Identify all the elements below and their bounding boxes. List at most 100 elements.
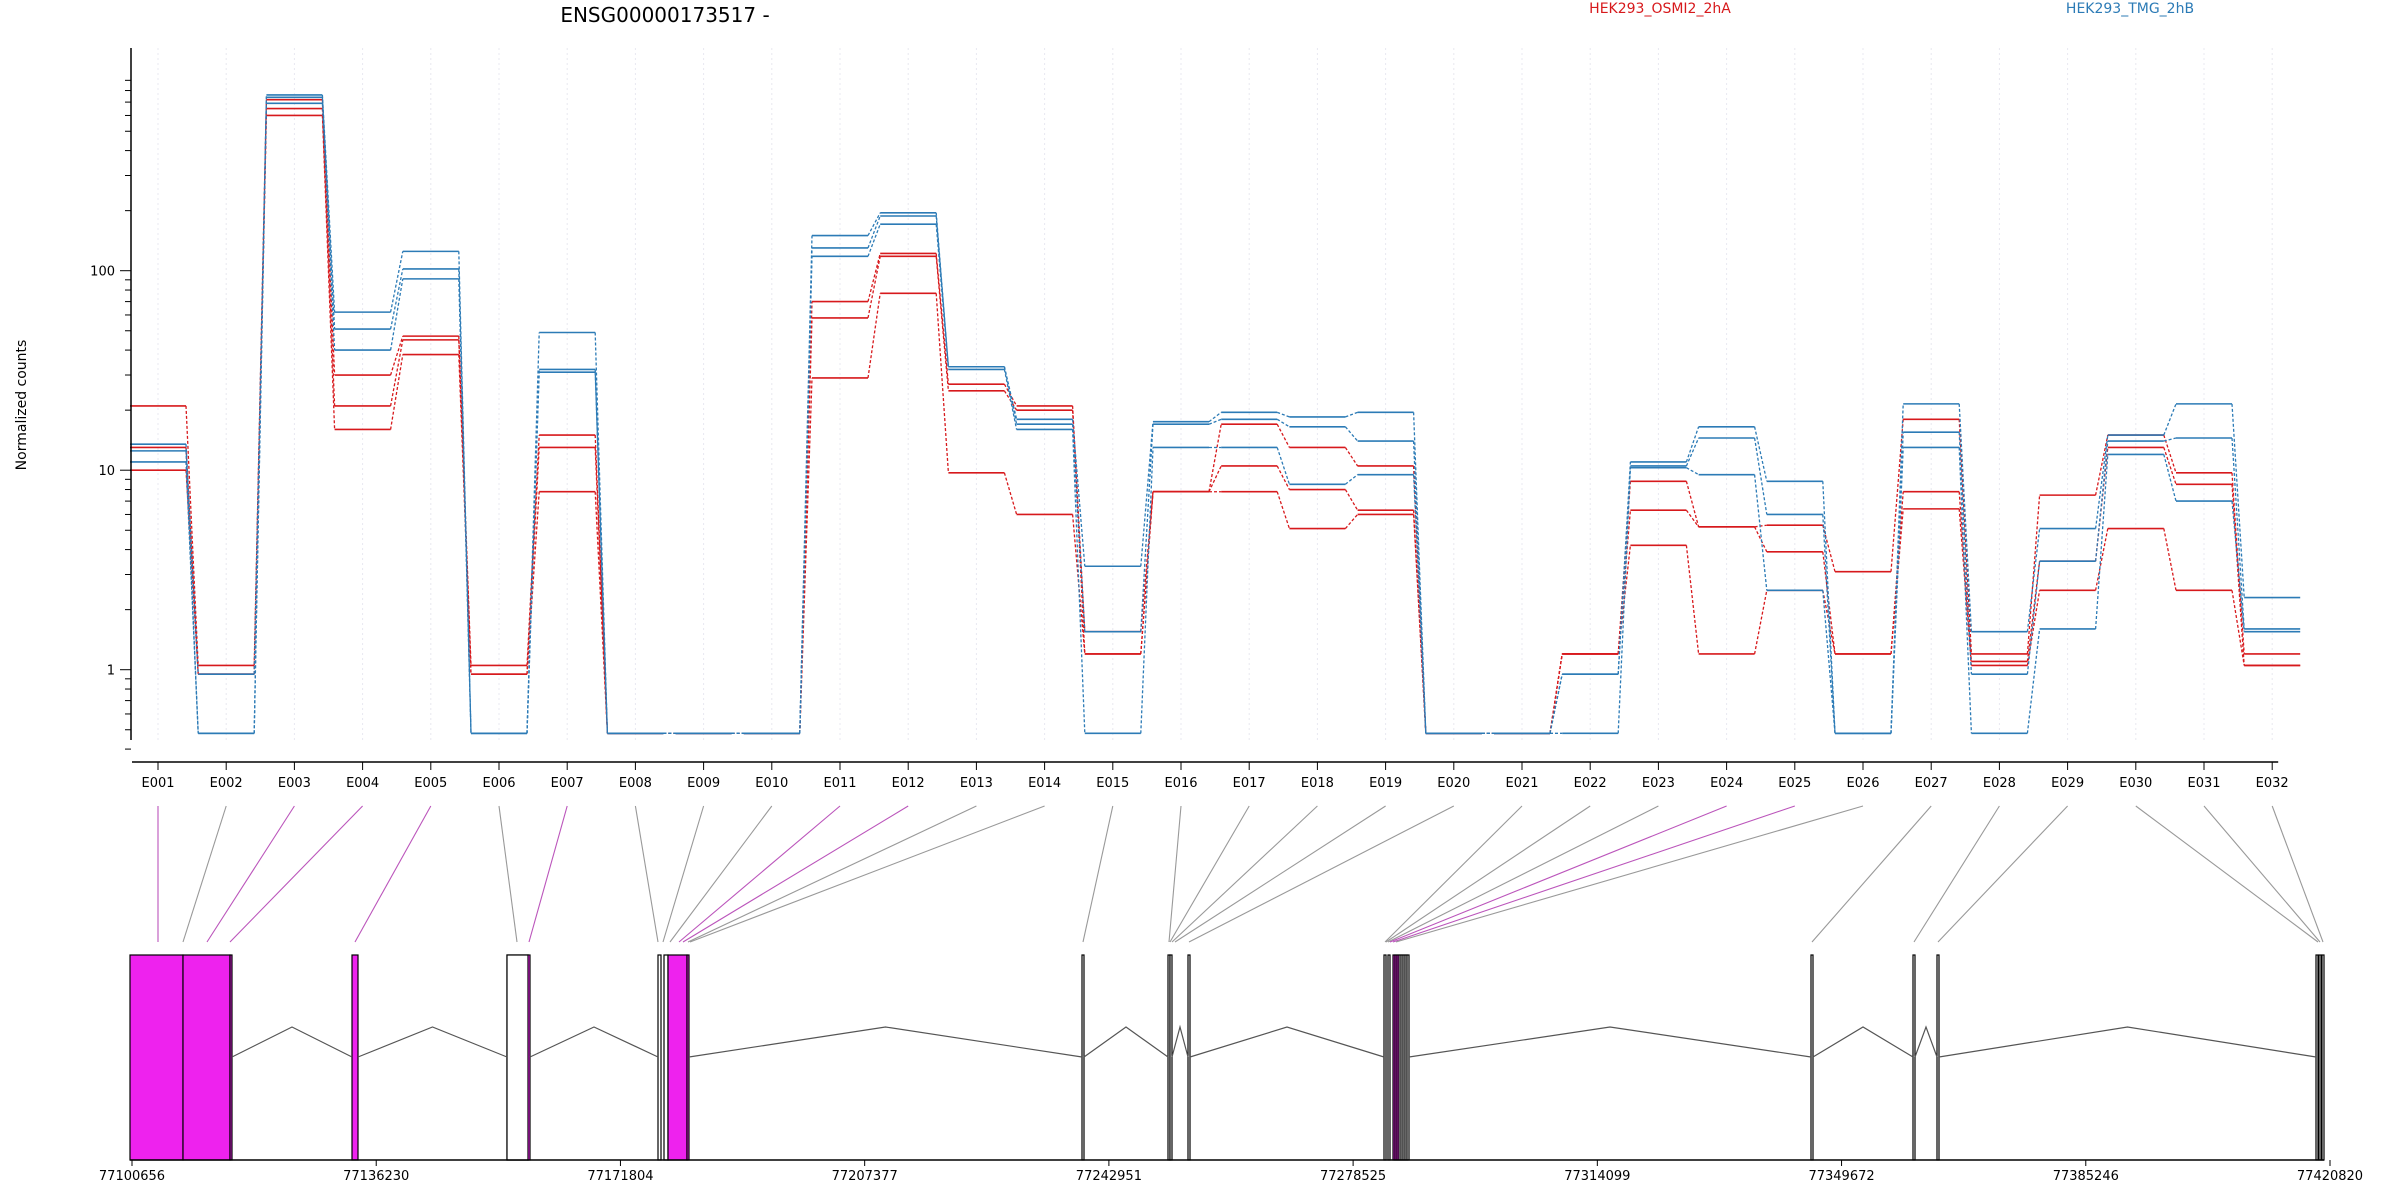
exon-box	[1406, 954, 1410, 1161]
x-tick-label: E020	[1437, 776, 1470, 791]
exon-connector	[1082, 805, 1114, 943]
exon-connector-segment	[526, 372, 540, 734]
exon-connector	[634, 805, 659, 943]
exon-connector-lines	[157, 805, 2324, 943]
exon-connector-segment	[1617, 545, 1632, 654]
exon-connector-segment	[1208, 424, 1222, 492]
x-axis: E001 E002 E003 E004 E005 E006 E007 E008 E009 E010…	[132, 761, 2289, 791]
exon-connector-segment	[1208, 411, 1222, 423]
exon-connector-segment	[2026, 628, 2041, 734]
exon-connector-segment	[1549, 674, 1563, 734]
x-tick-label: E010	[755, 776, 788, 791]
intron-line	[1914, 1025, 1938, 1058]
exon-box-used	[527, 954, 531, 1161]
exon-connector-segment	[1071, 419, 1086, 567]
y-axis-label: Normalized counts	[14, 340, 30, 471]
x-tick-label: E023	[1642, 776, 1675, 791]
exon-connector-segment	[1822, 525, 1836, 572]
exon-connector-segment	[1685, 426, 1700, 463]
x-tick-label: E008	[619, 776, 652, 791]
exon-connector-segment	[1071, 514, 1086, 654]
exon-connector-segment	[2163, 454, 2177, 502]
exon-connector-segment	[1140, 447, 1154, 734]
exon-connector-segment	[321, 94, 336, 313]
exon-connector	[1387, 805, 1659, 943]
exon-connector-segment	[2231, 437, 2245, 630]
exon-connector	[1392, 805, 1795, 943]
x-tick-label: E025	[1778, 776, 1811, 791]
exon-box-used	[667, 954, 688, 1161]
exon-connector-segment	[1276, 418, 1290, 428]
intron-line	[357, 1026, 508, 1058]
exon-connector-segment	[526, 435, 540, 666]
exon-connector-segment	[867, 212, 881, 236]
exon-connector-segment	[799, 235, 813, 734]
series-2	[130, 107, 2301, 735]
x-tick-label: E011	[823, 776, 856, 791]
exon-connector	[669, 805, 773, 943]
exon-connector-segment	[2163, 437, 2177, 442]
exon-connector	[2271, 805, 2324, 943]
x-tick-label: E030	[2119, 776, 2152, 791]
exon-connector-segment	[1890, 447, 1904, 734]
exon-connector-segment	[1753, 437, 1768, 515]
exon-box	[2321, 954, 2325, 1161]
x-tick-label: E001	[141, 776, 174, 791]
exon-connector-segment	[1686, 467, 1699, 476]
x-tick-label: E005	[414, 776, 447, 791]
exon-box	[2318, 954, 2322, 1161]
legend-entry-osmi2: HEK293_OSMI2_2hA	[1589, 1, 1731, 17]
exon-box	[1936, 954, 1940, 1161]
exon-connector-segment	[1344, 474, 1359, 485]
coordinate-tick-label: 77385246	[2053, 1169, 2119, 1184]
exon-connector-segment	[321, 97, 336, 330]
exon-connector-segment	[1754, 524, 1767, 528]
exon-connector-segment	[185, 461, 199, 734]
exon-connector-segment	[321, 115, 336, 430]
exon-connector-segment	[389, 278, 404, 351]
exon-connector	[1188, 805, 1455, 943]
exon-connector-segment	[2026, 528, 2041, 632]
coordinate-tick-label: 77207377	[832, 1169, 898, 1184]
exon-connector-segment	[389, 335, 404, 376]
exon-connector	[528, 805, 568, 943]
exon-connector-segment	[1890, 419, 1904, 572]
exon-connector	[1385, 805, 1591, 943]
exon-box	[1187, 954, 1191, 1161]
exon-connector-segment	[389, 354, 404, 430]
exon-connector-segment	[2231, 403, 2245, 598]
exon-connector	[2203, 805, 2321, 943]
exon-connector-segment	[2163, 403, 2177, 436]
exon-connector-segment	[867, 253, 881, 302]
exon-connector-segment	[1958, 419, 1973, 654]
x-tick-label: E026	[1846, 776, 1879, 791]
exon-box-used	[182, 954, 231, 1161]
x-tick-label: E004	[346, 776, 379, 791]
x-tick-label: E002	[210, 776, 243, 791]
x-tick-label: E021	[1505, 776, 1538, 791]
exon-connector	[1389, 805, 1727, 943]
exon-connector	[354, 805, 432, 943]
exon-connector-segment	[2094, 434, 2109, 529]
gene-model-track	[129, 954, 2325, 1161]
exon-connector-segment	[1071, 429, 1086, 734]
y-tick-label: 100	[90, 265, 115, 280]
exon-connector	[687, 805, 977, 943]
exon-connector	[206, 805, 295, 943]
x-tick-label: E015	[1096, 776, 1129, 791]
x-tick-label: E029	[2051, 776, 2084, 791]
exon-box	[1081, 954, 1085, 1161]
exon-connector-segment	[594, 372, 609, 734]
exon-connector-segment	[2231, 501, 2245, 632]
exon-box	[1169, 954, 1173, 1161]
series-3	[130, 114, 2301, 735]
exon-connector	[1168, 805, 1182, 943]
exon-connector-segment	[389, 339, 404, 407]
y-tick-label: 10	[98, 464, 115, 479]
x-tick-label: E028	[1983, 776, 2016, 791]
exon-connector-segment	[389, 268, 404, 330]
x-tick-label: E024	[1710, 776, 1743, 791]
exon-connector	[1169, 805, 1250, 943]
exon-connector-segment	[1003, 472, 1018, 515]
exon-connector-segment	[799, 377, 813, 734]
